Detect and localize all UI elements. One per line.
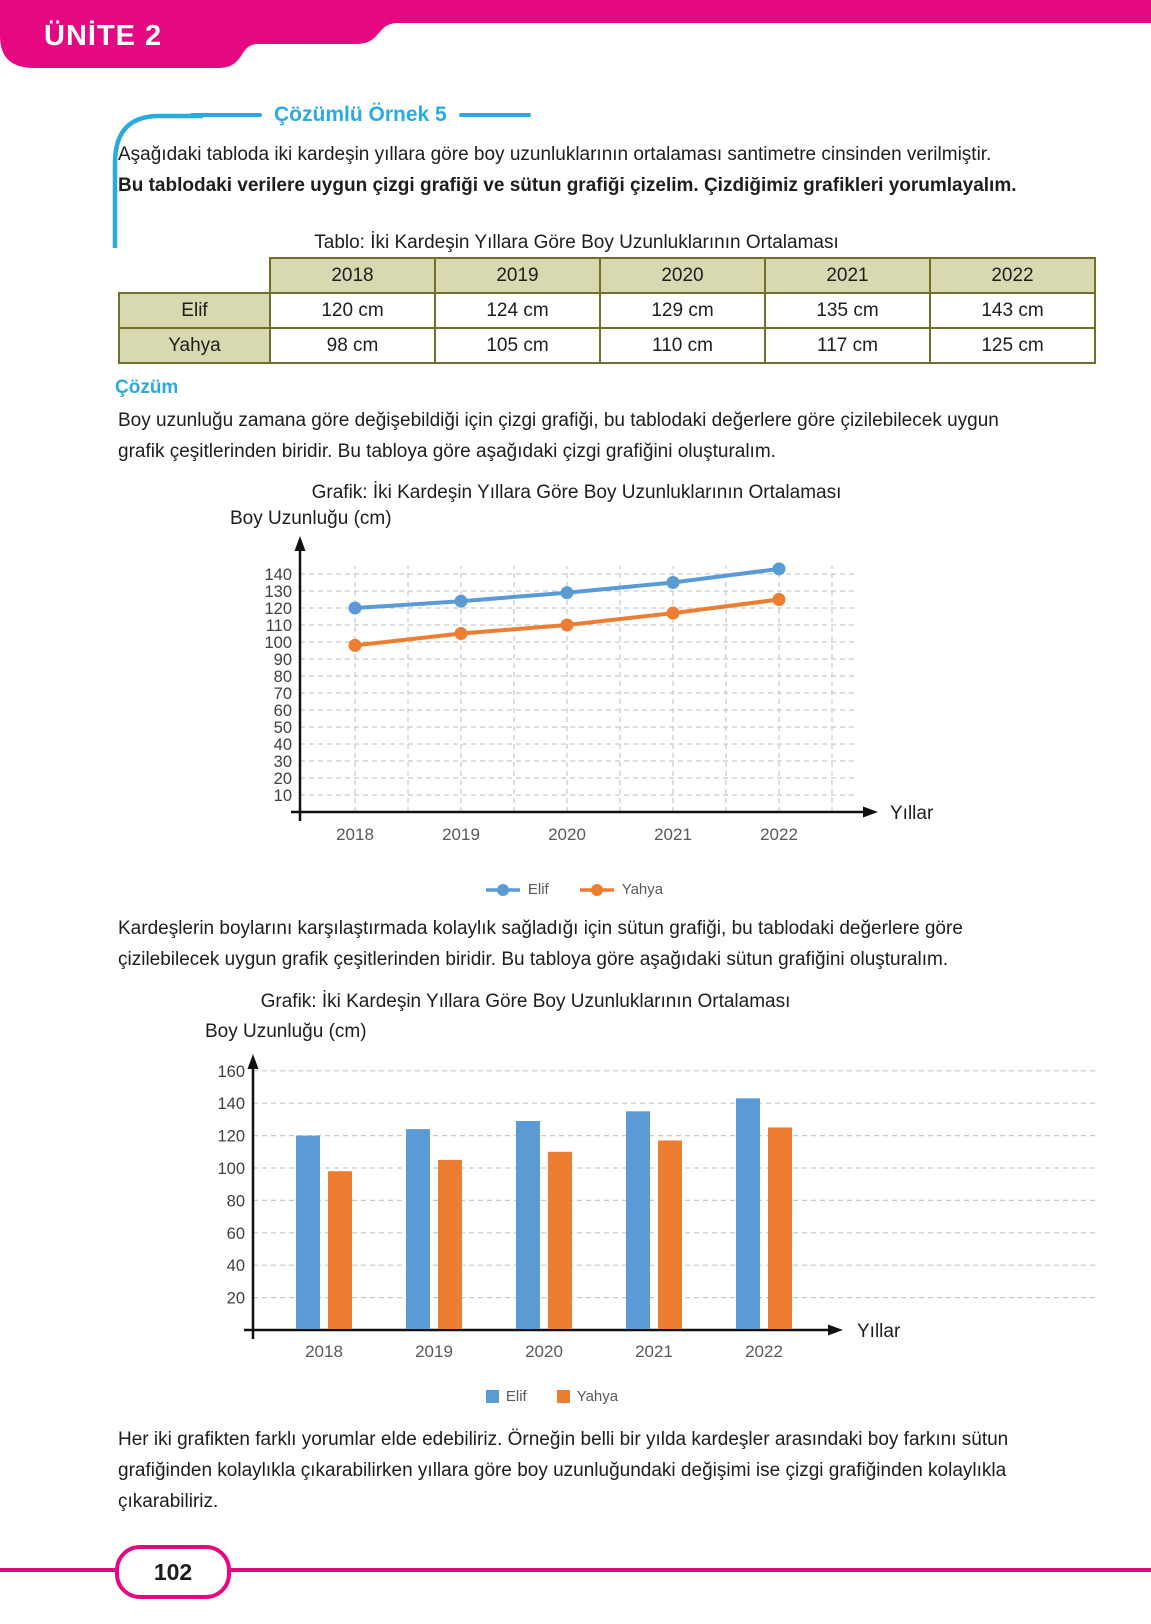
solution-paragraph-1: Boy uzunluğu zamana göre değişebildiği i…: [118, 410, 999, 462]
line-chart-ylabel: Boy Uzunluğu (cm): [230, 508, 392, 529]
svg-text:20: 20: [227, 1290, 245, 1308]
svg-text:2018: 2018: [336, 825, 374, 844]
row-label: Elif: [118, 292, 271, 329]
legend-item-yahya: Yahya: [579, 881, 663, 898]
table-cell: 120 cm: [269, 292, 436, 329]
unit-header-banner: [0, 0, 1151, 68]
svg-text:110: 110: [266, 617, 292, 635]
year-header: 2019: [434, 257, 601, 294]
table-title: Tablo: İki Kardeşin Yıllara Göre Boy Uzu…: [314, 232, 839, 253]
year-header: 2021: [764, 257, 931, 294]
legend-item-yahya: Yahya: [556, 1388, 619, 1405]
bar-chart-title: Grafik: İki Kardeşin Yıllara Göre Boy Uz…: [260, 991, 791, 1012]
svg-text:80: 80: [274, 668, 292, 686]
legend-label: Elif: [505, 1388, 527, 1405]
table-cell: 129 cm: [599, 292, 766, 329]
bar-chart: 20 40 60 80 100 120 140 160 2018 2019 2020 2021 2022…: [217, 1054, 1097, 1361]
table-cell: 135 cm: [764, 292, 931, 329]
title-left-dash: [190, 113, 262, 117]
svg-text:10: 10: [274, 787, 292, 805]
svg-text:140: 140: [217, 1095, 245, 1113]
year-header: 2022: [929, 257, 1096, 294]
unit-label: ÜNİTE 2: [44, 20, 163, 52]
legend-label: Yahya: [621, 881, 664, 898]
table-cell: 105 cm: [434, 327, 601, 364]
svg-text:100: 100: [264, 634, 292, 652]
svg-text:40: 40: [227, 1257, 245, 1275]
table-row: 2018 2019 2020 2021 2022: [119, 257, 1096, 294]
svg-text:2018: 2018: [305, 1342, 343, 1361]
solution-heading: Çözüm: [115, 377, 179, 398]
bar-series-swatch-icon: [485, 1390, 499, 1403]
table-cell: 143 cm: [929, 292, 1096, 329]
svg-text:130: 130: [264, 583, 292, 601]
line-chart-title: Grafik: İki Kardeşin Yıllara Göre Boy Uz…: [311, 482, 842, 503]
header-ribbon-shape: [0, 0, 1151, 68]
svg-text:80: 80: [227, 1192, 245, 1210]
svg-text:120: 120: [264, 600, 292, 618]
table-cell: 117 cm: [764, 327, 931, 364]
solution-paragraph-2: Kardeşlerin boylarını karşılaştırmada ko…: [118, 918, 963, 970]
svg-text:2022: 2022: [745, 1342, 783, 1361]
example-intro: Aşağıdaki tabloda iki kardeşin yıllara g…: [118, 139, 1035, 201]
table-cell: 125 cm: [929, 327, 1096, 364]
svg-text:2019: 2019: [415, 1342, 453, 1361]
svg-text:30: 30: [274, 753, 292, 771]
svg-text:2020: 2020: [548, 825, 586, 844]
table-cell: 124 cm: [434, 292, 601, 329]
page-number-badge: 102: [115, 1545, 231, 1599]
legend-item-elif: Elif: [485, 881, 549, 898]
line-series-swatch-icon: [485, 883, 520, 896]
svg-text:2022: 2022: [760, 825, 798, 844]
intro-normal-text: Aşağıdaki tabloda iki kardeşin yıllara g…: [118, 144, 992, 165]
legend-label: Elif: [527, 881, 549, 898]
line-series-swatch-icon: [579, 883, 614, 896]
svg-text:20: 20: [274, 770, 292, 788]
table-cell: 110 cm: [599, 327, 766, 364]
year-header: 2018: [269, 257, 436, 294]
table-row: Yahya 98 cm 105 cm 110 cm 117 cm 125 cm: [118, 327, 1096, 364]
svg-text:2019: 2019: [442, 825, 480, 844]
bar-series-swatch-icon: [556, 1390, 570, 1403]
svg-text:Yıllar: Yıllar: [857, 1321, 901, 1342]
svg-text:2021: 2021: [654, 825, 692, 844]
svg-text:140: 140: [264, 566, 292, 584]
svg-text:90: 90: [274, 651, 292, 669]
table-corner-cell: [119, 258, 270, 293]
svg-text:160: 160: [217, 1063, 245, 1081]
line-chart-legend: Elif Yahya: [254, 881, 894, 898]
svg-text:120: 120: [217, 1128, 245, 1146]
heights-table: 2018 2019 2020 2021 2022 Elif 120 cm 124…: [118, 257, 1096, 364]
page-number: 102: [153, 1558, 193, 1585]
svg-text:100: 100: [217, 1160, 245, 1178]
table-cell: 98 cm: [269, 327, 436, 364]
svg-text:70: 70: [274, 685, 292, 703]
footer-rule: [0, 1568, 1151, 1572]
table-row: Elif 120 cm 124 cm 129 cm 135 cm 143 cm: [118, 292, 1096, 329]
bar-chart-ylabel: Boy Uzunluğu (cm): [205, 1021, 367, 1042]
svg-text:2021: 2021: [635, 1342, 673, 1361]
year-header: 2020: [599, 257, 766, 294]
example-title: Çözümlü Örnek 5: [274, 103, 447, 126]
bar-chart-legend: Elif Yahya: [197, 1388, 907, 1405]
svg-text:Yıllar: Yıllar: [890, 803, 934, 824]
intro-bold-text: Bu tablodaki verilere uygun çizgi grafiğ…: [118, 175, 1017, 196]
example-bracket-decoration: [112, 113, 203, 248]
svg-text:60: 60: [227, 1225, 245, 1243]
svg-text:2020: 2020: [525, 1342, 563, 1361]
svg-text:40: 40: [274, 736, 292, 754]
svg-text:60: 60: [274, 702, 292, 720]
example-title-row: Çözümlü Örnek 5: [190, 103, 531, 127]
row-label: Yahya: [118, 327, 271, 364]
legend-item-elif: Elif: [485, 1388, 527, 1405]
title-right-dash: [458, 113, 531, 117]
legend-label: Yahya: [576, 1388, 619, 1405]
solution-paragraph-3: Her iki grafikten farklı yorumlar elde e…: [118, 1429, 1009, 1512]
svg-text:50: 50: [274, 719, 292, 737]
